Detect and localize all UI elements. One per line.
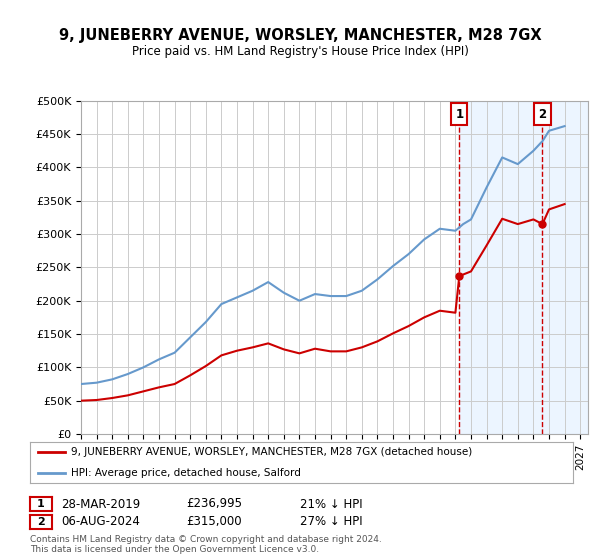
Text: 28-MAR-2019: 28-MAR-2019 [61, 497, 140, 511]
Text: 9, JUNEBERRY AVENUE, WORSLEY, MANCHESTER, M28 7GX (detached house): 9, JUNEBERRY AVENUE, WORSLEY, MANCHESTER… [71, 447, 472, 458]
Text: Contains HM Land Registry data © Crown copyright and database right 2024.
This d: Contains HM Land Registry data © Crown c… [30, 535, 382, 554]
Text: 9, JUNEBERRY AVENUE, WORSLEY, MANCHESTER, M28 7GX: 9, JUNEBERRY AVENUE, WORSLEY, MANCHESTER… [59, 28, 541, 43]
Text: 27% ↓ HPI: 27% ↓ HPI [300, 515, 362, 529]
Text: 06-AUG-2024: 06-AUG-2024 [61, 515, 140, 529]
Text: 21% ↓ HPI: 21% ↓ HPI [300, 497, 362, 511]
Text: 2: 2 [538, 108, 547, 120]
Text: 2: 2 [37, 517, 44, 527]
Text: £236,995: £236,995 [186, 497, 242, 511]
Text: HPI: Average price, detached house, Salford: HPI: Average price, detached house, Salf… [71, 468, 301, 478]
Text: 1: 1 [455, 108, 463, 120]
Text: 1: 1 [37, 499, 44, 509]
Text: £315,000: £315,000 [186, 515, 242, 529]
Text: Price paid vs. HM Land Registry's House Price Index (HPI): Price paid vs. HM Land Registry's House … [131, 45, 469, 58]
